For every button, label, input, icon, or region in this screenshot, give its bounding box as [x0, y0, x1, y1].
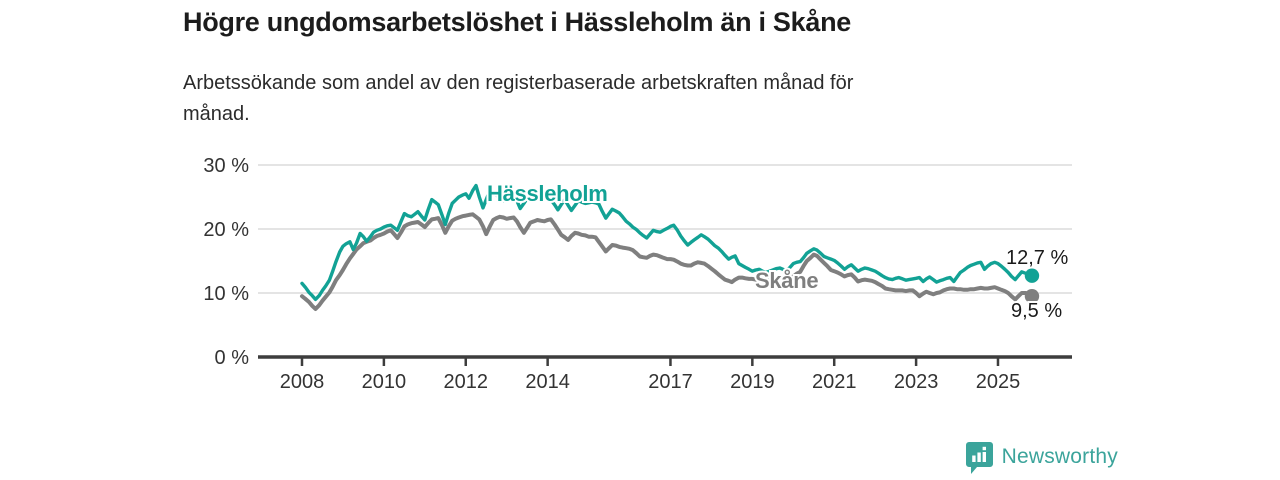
series-label-h-ssleholm: Hässleholm	[487, 181, 608, 206]
series-end-dot-h-ssleholm	[1024, 268, 1040, 283]
x-tick-label-2008: 2008	[280, 371, 325, 393]
x-tick-label-2014: 2014	[525, 371, 570, 393]
logo-bar-tall	[982, 451, 986, 462]
brand-name: Newsworthy	[1001, 445, 1118, 468]
chart-subtitle: Arbetssökande som andel av den registerb…	[183, 68, 1063, 130]
series-line-sk-ne	[300, 212, 1034, 311]
y-tick-label-0: 0 %	[215, 347, 250, 369]
y-tick-label-20: 20 %	[203, 219, 249, 241]
logo-exclamation-dot	[982, 446, 986, 450]
chart-subtitle-line-1: Arbetssökande som andel av den registerb…	[183, 72, 854, 94]
logo-bar-short	[971, 455, 976, 462]
series-end-label-sk-ne: 9,5 %	[1011, 300, 1062, 322]
series-end-dot-sk-ne	[1024, 289, 1040, 304]
brand-footer: Newsworthy	[965, 440, 1118, 474]
series-end-label-h-ssleholm: 12,7 %	[1006, 247, 1068, 269]
x-tick-label-2025: 2025	[976, 371, 1021, 393]
series-label-sk-ne: Skåne	[755, 268, 818, 293]
x-tick-label-2010: 2010	[362, 371, 407, 393]
x-tick-label-2021: 2021	[812, 371, 857, 393]
x-tick-label-2023: 2023	[894, 371, 939, 393]
chart-subtitle-line-2: månad.	[183, 103, 250, 125]
newsworthy-logo-icon	[965, 441, 993, 474]
x-tick-label-2017: 2017	[648, 371, 693, 393]
x-tick-label-2012: 2012	[444, 371, 489, 393]
chart-title: Högre ungdomsarbetslöshet i Hässleholm ä…	[183, 7, 851, 37]
y-tick-label-10: 10 %	[203, 283, 249, 305]
y-tick-label-30: 30 %	[203, 155, 249, 177]
series-line-h-ssleholm	[300, 183, 1034, 302]
x-tick-label-2019: 2019	[730, 371, 775, 393]
logo-bar-medium	[977, 452, 981, 462]
